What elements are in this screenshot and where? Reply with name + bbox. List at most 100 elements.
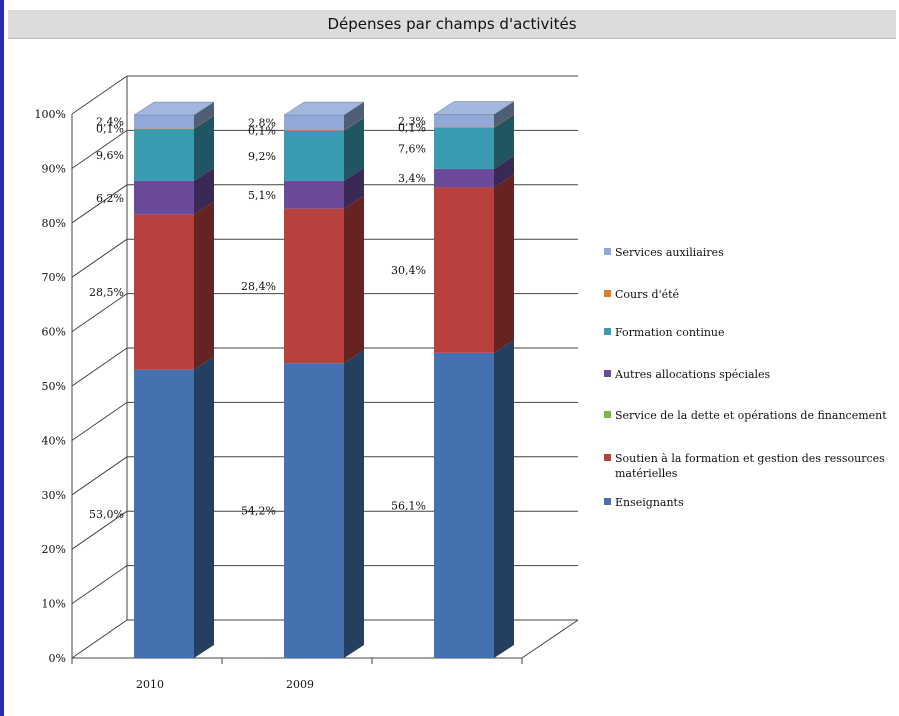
bar-segment-side bbox=[194, 115, 214, 129]
bar-segment-front bbox=[284, 180, 344, 209]
y-tick-label: 70% bbox=[42, 271, 66, 284]
data-label: 2,8% bbox=[248, 117, 276, 130]
data-label: 7,6% bbox=[398, 142, 426, 155]
y-tick-label: 80% bbox=[42, 217, 66, 230]
bar-segment-side bbox=[494, 114, 514, 169]
gridline-side bbox=[71, 510, 128, 550]
bar-segment-side bbox=[194, 356, 214, 658]
bar-segment-side bbox=[494, 174, 514, 353]
legend-swatch bbox=[604, 498, 611, 505]
bar-segment-side bbox=[194, 201, 214, 370]
data-label: 30,4% bbox=[391, 264, 426, 277]
legend-swatch bbox=[604, 328, 611, 335]
gridline-side bbox=[71, 184, 128, 224]
data-label: 9,6% bbox=[96, 149, 124, 162]
data-label: 2,4% bbox=[96, 116, 124, 129]
data-label: 54,2% bbox=[241, 505, 276, 518]
bar-segment-front bbox=[434, 127, 494, 128]
bar-segment-front bbox=[284, 208, 344, 364]
gridline-side bbox=[71, 619, 128, 659]
bar-segment-front bbox=[134, 128, 194, 129]
bar-segment-front bbox=[134, 214, 194, 370]
y-tick-label: 20% bbox=[42, 543, 66, 556]
data-label: 0,1% bbox=[248, 125, 276, 138]
y-tick-label: 0% bbox=[49, 652, 66, 665]
bar-segment-side bbox=[194, 167, 214, 215]
legend-label: Cours d'été bbox=[615, 288, 679, 301]
bar-segment-side bbox=[344, 350, 364, 658]
data-label: 3,4% bbox=[398, 172, 426, 185]
legend-swatch bbox=[604, 290, 611, 297]
data-label: 2,3% bbox=[398, 115, 426, 128]
bar-segment-front bbox=[434, 127, 494, 169]
bar-segment-side bbox=[194, 115, 214, 181]
x-category-label: 2009 bbox=[286, 678, 314, 691]
y-tick-label: 40% bbox=[42, 434, 66, 447]
y-tick-label: 90% bbox=[42, 162, 66, 175]
gridline-side bbox=[71, 238, 128, 278]
bar-segment-side bbox=[494, 339, 514, 658]
bar-segment-side bbox=[344, 102, 364, 131]
bar-segment-front bbox=[434, 114, 494, 128]
bar-segment-side bbox=[344, 195, 364, 364]
x-category-label: 2010 bbox=[136, 678, 164, 691]
data-label: 56,1% bbox=[391, 499, 426, 512]
gridline-side bbox=[71, 129, 128, 169]
bar-segment-front bbox=[284, 115, 344, 131]
legend-label: Services auxiliaires bbox=[615, 246, 724, 259]
legend-label: Formation continue bbox=[615, 326, 725, 339]
data-label: 0,1% bbox=[398, 121, 426, 134]
bar-segment-front bbox=[134, 128, 194, 181]
y-tick-label: 100% bbox=[35, 108, 66, 121]
bar-segment-side bbox=[194, 102, 214, 129]
data-label: 28,4% bbox=[241, 280, 276, 293]
floor-right bbox=[521, 619, 579, 659]
legend-label: Soutien à la formation et gestion des re… bbox=[615, 452, 885, 465]
bar-segment-front bbox=[134, 115, 194, 129]
bar-segment-front bbox=[284, 130, 344, 131]
data-label: 9,2% bbox=[248, 150, 276, 163]
data-label: 6,2% bbox=[96, 192, 124, 205]
legend-swatch bbox=[604, 370, 611, 377]
bar-segment-side bbox=[344, 167, 364, 209]
bar-top-face bbox=[433, 101, 515, 115]
y-tick-label: 60% bbox=[42, 326, 66, 339]
data-label: 53,0% bbox=[89, 508, 124, 521]
bar-segment-side bbox=[494, 155, 514, 188]
legend-swatch bbox=[604, 411, 611, 418]
bar-segment-side bbox=[344, 117, 364, 181]
gridline-side bbox=[71, 293, 128, 333]
bar-segment-side bbox=[344, 117, 364, 131]
gridline-side bbox=[71, 565, 128, 605]
gridline-side bbox=[71, 75, 128, 115]
bar-segment-front bbox=[434, 168, 494, 188]
bar-segment-front bbox=[284, 363, 344, 658]
bar-segment-side bbox=[494, 101, 514, 128]
bar-segment-front bbox=[134, 369, 194, 658]
bar-segment-front bbox=[434, 352, 494, 658]
bar-top-face bbox=[133, 101, 215, 116]
data-label: 5,1% bbox=[248, 189, 276, 202]
bar-top-face bbox=[283, 101, 365, 116]
legend-swatch bbox=[604, 248, 611, 255]
legend-swatch bbox=[604, 454, 611, 461]
data-label: 28,5% bbox=[89, 286, 124, 299]
y-tick-label: 10% bbox=[42, 598, 66, 611]
gridline-side bbox=[71, 401, 128, 441]
chart-title: Dépenses par champs d'activités bbox=[8, 10, 896, 39]
gridline-side bbox=[71, 347, 128, 387]
legend-label: matérielles bbox=[615, 467, 678, 480]
legend-label: Enseignants bbox=[615, 496, 684, 509]
bar-segment-front bbox=[284, 130, 344, 181]
gridline-side bbox=[71, 456, 128, 496]
bar-segment-front bbox=[434, 187, 494, 353]
legend-label: Autres allocations spéciales bbox=[614, 368, 771, 381]
y-tick-label: 50% bbox=[42, 380, 66, 393]
legend-label: Service de la dette et opérations de fin… bbox=[615, 409, 887, 422]
bar-segment-side bbox=[494, 114, 514, 128]
y-tick-label: 30% bbox=[42, 489, 66, 502]
bar-segment-front bbox=[134, 180, 194, 215]
data-label: 0,1% bbox=[96, 122, 124, 135]
